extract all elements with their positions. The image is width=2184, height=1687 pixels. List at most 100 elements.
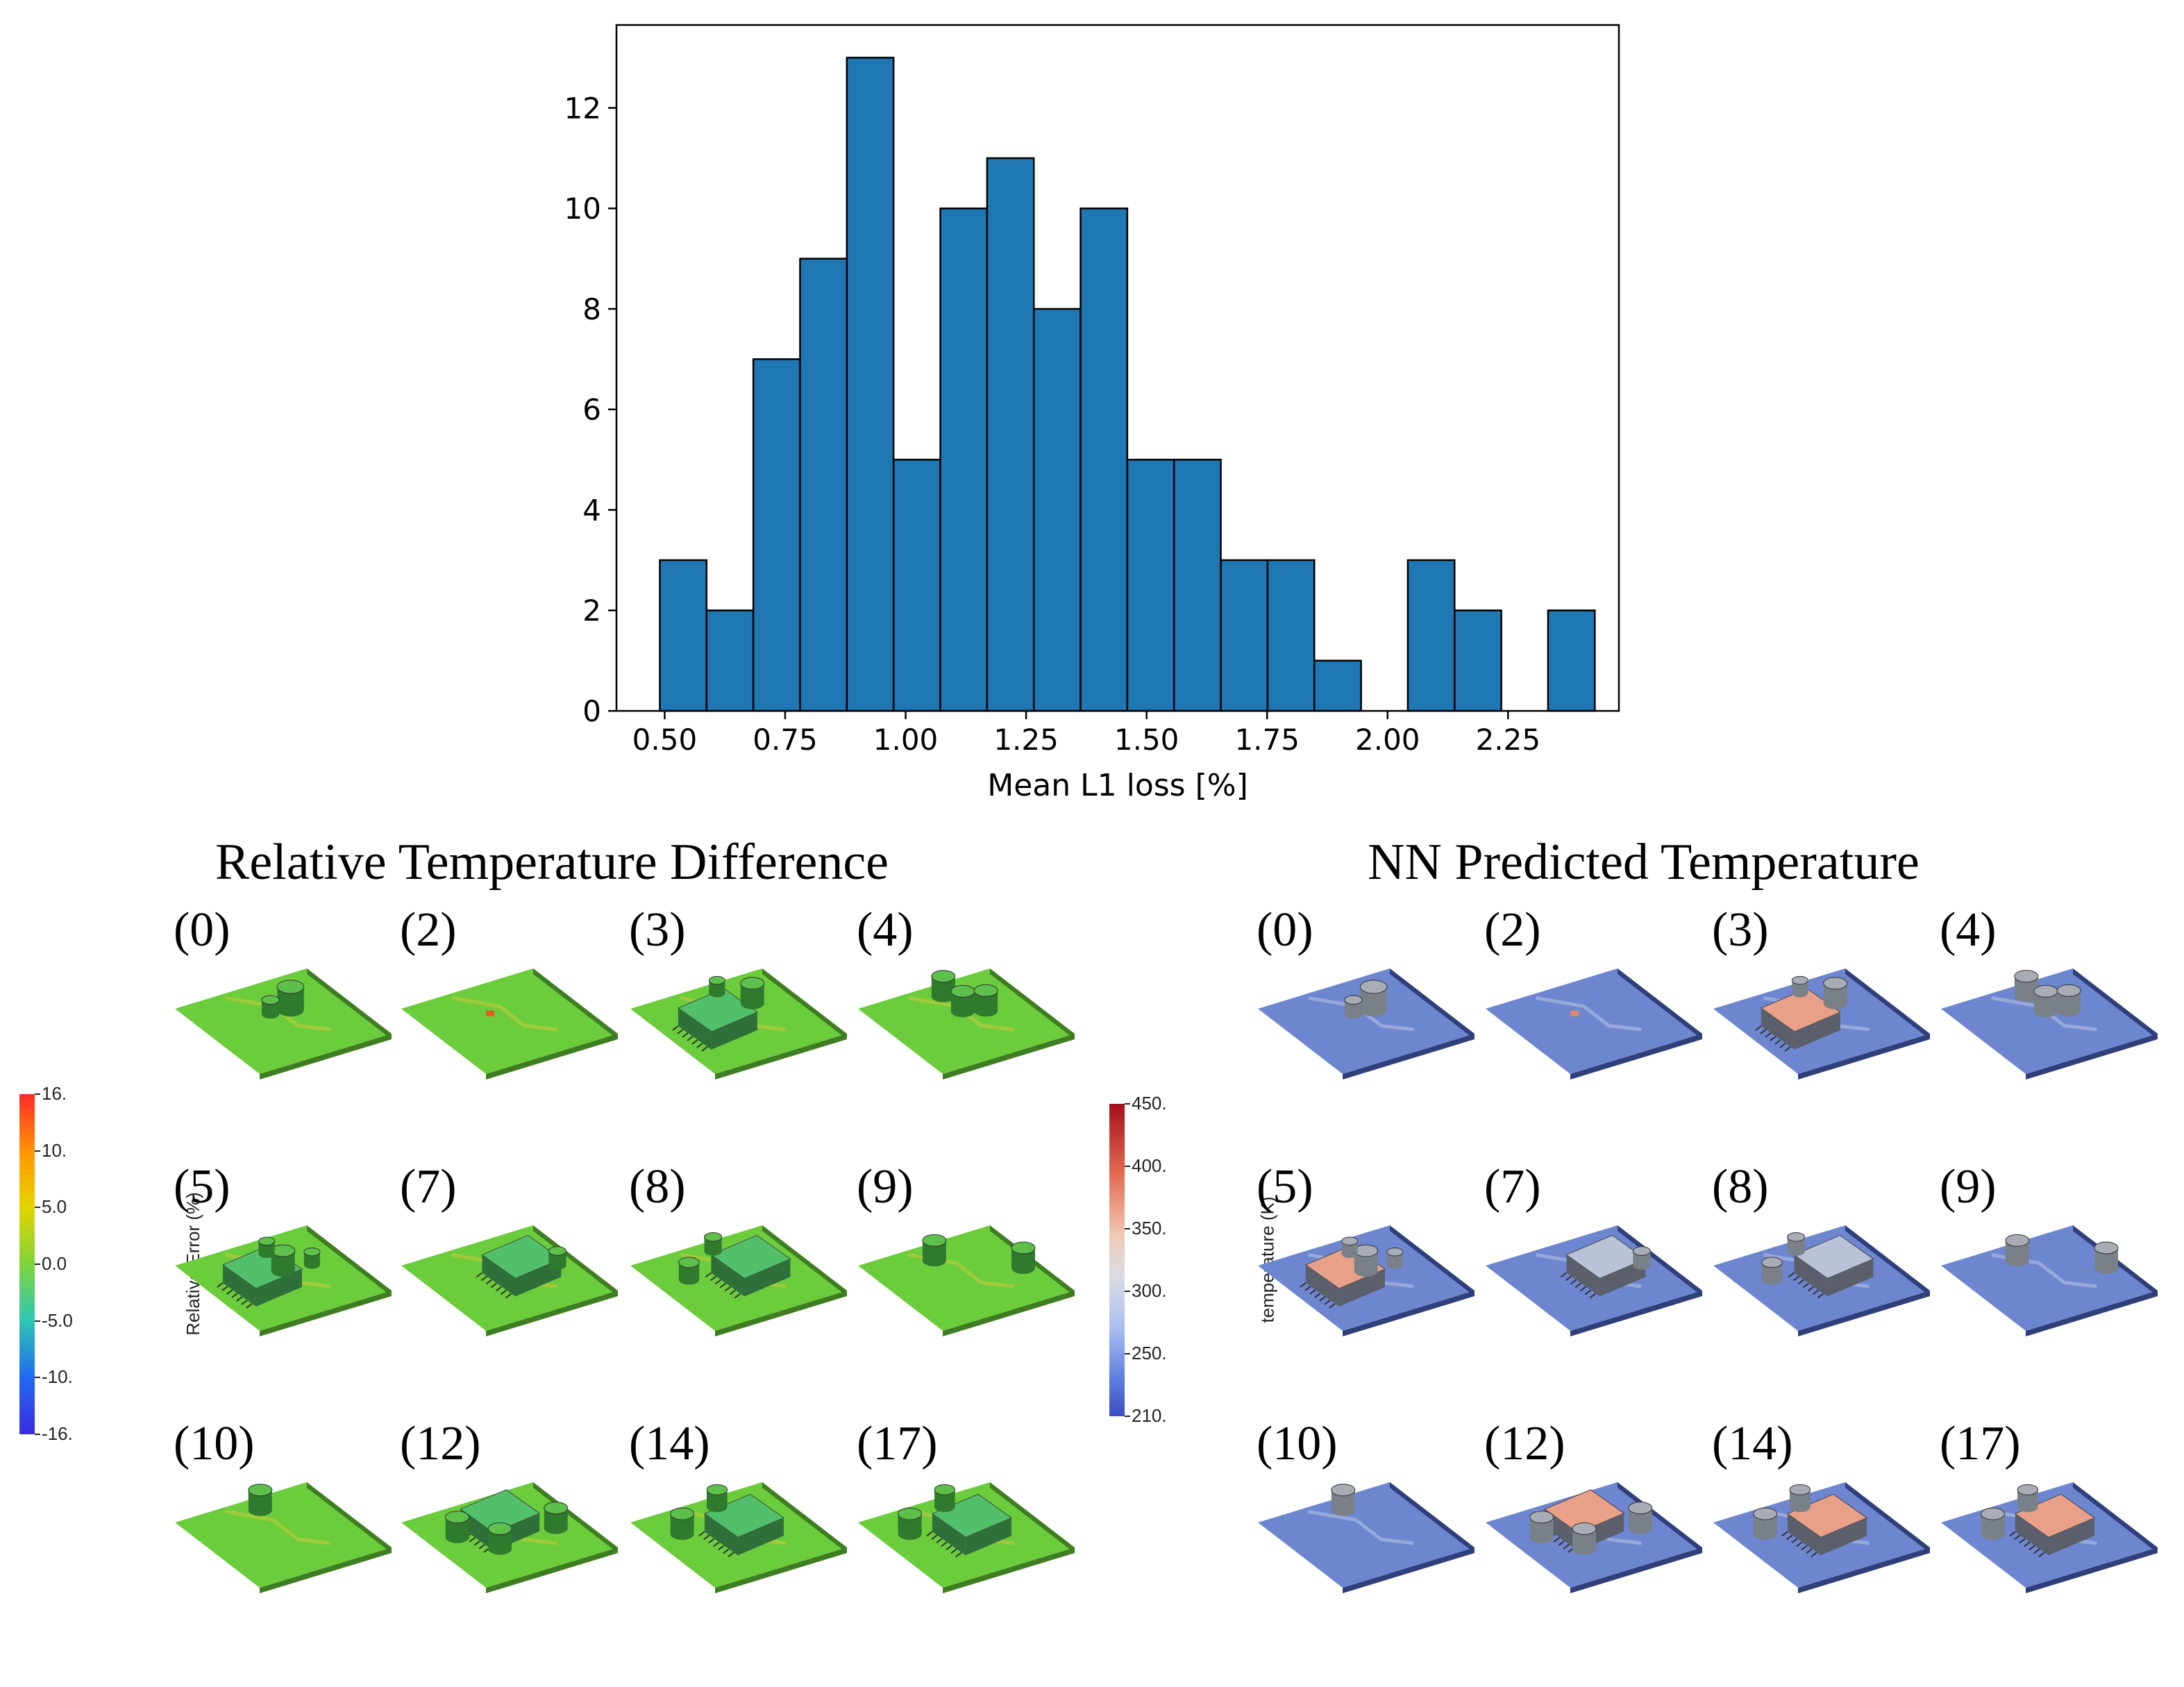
temperature-render [1713, 1482, 1930, 1593]
error-colorbar-tick-label: -10. [42, 1366, 73, 1388]
temperature-panel-label: (5) [1257, 1160, 1313, 1214]
temperature-colorbar-tick-mark [1125, 1416, 1130, 1417]
board-edge-front [486, 1034, 618, 1080]
capacitor-top [2033, 984, 2058, 998]
temperature-board-panel [1938, 1225, 2160, 1392]
right-section-title: NN Predicted Temperature [1368, 834, 1920, 891]
capacitor-top [1386, 1248, 1404, 1257]
capacitor-body [1981, 1513, 2005, 1541]
temperature-board-panel [1938, 1482, 2160, 1649]
ic-pin [1807, 1286, 1814, 1292]
board-edge-front [2026, 1034, 2158, 1080]
capacitor-body [2014, 976, 2038, 1002]
ic-package-front [1827, 1259, 1874, 1297]
ic-pin [476, 1272, 483, 1278]
ic-pin [1584, 1289, 1591, 1295]
capacitor-body [2005, 1240, 2029, 1267]
ic-package-front [515, 1259, 562, 1297]
capacitor-top [1344, 995, 1363, 1005]
error-board-panel [855, 1482, 1077, 1649]
temperature-board-panel [1483, 1482, 1705, 1649]
ic-pin [1755, 1025, 1762, 1031]
ic-pin [677, 1029, 684, 1034]
capacitor-top [271, 1244, 296, 1257]
temperature-render [1713, 1225, 1930, 1336]
error-render [175, 968, 392, 1080]
ic-pin [2019, 1538, 2026, 1544]
board-edge-side [1618, 1482, 1702, 1553]
temperature-board-panel [1483, 1225, 1705, 1392]
error-render [175, 1225, 392, 1336]
ic-pin [936, 1538, 943, 1544]
capacitor-body [950, 991, 975, 1018]
ic-pin [1558, 1541, 1565, 1546]
capacitor-body [1628, 1508, 1652, 1534]
capacitor-body [1344, 1000, 1363, 1019]
temperature-render [1258, 968, 1475, 1080]
ic-package-side [222, 1264, 256, 1307]
temperature-colorbar-tick-mark [1125, 1103, 1130, 1105]
ic-pin [241, 1300, 248, 1305]
x-axis-ticks: 0.50 0.75 1.00 1.25 1.50 1.75 2.00 2.25 [632, 711, 1540, 757]
temperature-render [1941, 1482, 2158, 1593]
capacitor-body [271, 1250, 295, 1277]
capacitor-top [1572, 1522, 1597, 1535]
board-edge-side [1390, 1482, 1475, 1553]
ic-pin [1760, 1029, 1767, 1034]
histogram-bar [939, 207, 989, 712]
capacitor-body [678, 1262, 700, 1285]
ic-pin [705, 1272, 712, 1278]
ic-pin [682, 1032, 689, 1038]
error-render [858, 1225, 1075, 1336]
capacitor-body [1787, 1236, 1805, 1256]
capacitor-body [1354, 1250, 1378, 1277]
board-edge-front [486, 1547, 618, 1593]
capacitor-body [488, 1528, 512, 1555]
ic-package-side [1761, 1007, 1795, 1050]
capacitor-top [1359, 980, 1388, 994]
ic-package-side [2015, 1513, 2049, 1556]
ic-pin [473, 1541, 480, 1546]
error-render [630, 968, 847, 1080]
capacitor-body [709, 980, 725, 998]
capacitor-top [1354, 1244, 1379, 1257]
board-top [1486, 968, 1702, 1074]
error-panel-label: (9) [857, 1160, 914, 1214]
histogram-bars [659, 56, 1596, 712]
histogram-bar [892, 458, 941, 712]
capacitor-top [706, 1484, 728, 1495]
capacitor-body [1386, 1252, 1403, 1269]
error-board-panel [172, 968, 394, 1135]
capacitor-body [277, 987, 304, 1017]
board-edge-front [486, 1291, 618, 1336]
ic-package-front [744, 1259, 791, 1297]
ic-pin [1817, 1293, 1824, 1299]
histogram-bar [1547, 609, 1596, 712]
capacitor-top [704, 1232, 723, 1242]
ic-pin [698, 1531, 705, 1537]
ic-pin [1812, 1289, 1819, 1295]
capacitor-top [445, 1511, 470, 1524]
capacitor-top [548, 1246, 567, 1256]
capacitor-top [1341, 1236, 1359, 1246]
error-colorbar-tick-label: 16. [42, 1083, 67, 1104]
ic-package-side [1794, 1254, 1828, 1297]
temperature-board-panel [1255, 968, 1477, 1135]
error-render [630, 1225, 847, 1336]
ic-package-side [678, 1007, 712, 1050]
ic-pin [217, 1282, 224, 1288]
board-edge-front [1570, 1034, 1702, 1080]
capacitor-body [261, 1000, 280, 1019]
temperature-render [1713, 968, 1930, 1080]
ic-pin [946, 1545, 952, 1551]
temperature-render [1941, 1225, 2158, 1336]
ic-pin [1797, 1279, 1804, 1285]
ic-pin [703, 1534, 710, 1541]
error-panel-label: (3) [629, 903, 686, 957]
ic-pin [1788, 1272, 1795, 1278]
temperature-panel-label: (10) [1257, 1417, 1338, 1470]
board-edge-front [1343, 1547, 1475, 1593]
left-section-title: Relative Temperature Difference [215, 834, 889, 891]
capacitor-top [1753, 1507, 1778, 1520]
board-edge-front [1798, 1034, 1930, 1080]
